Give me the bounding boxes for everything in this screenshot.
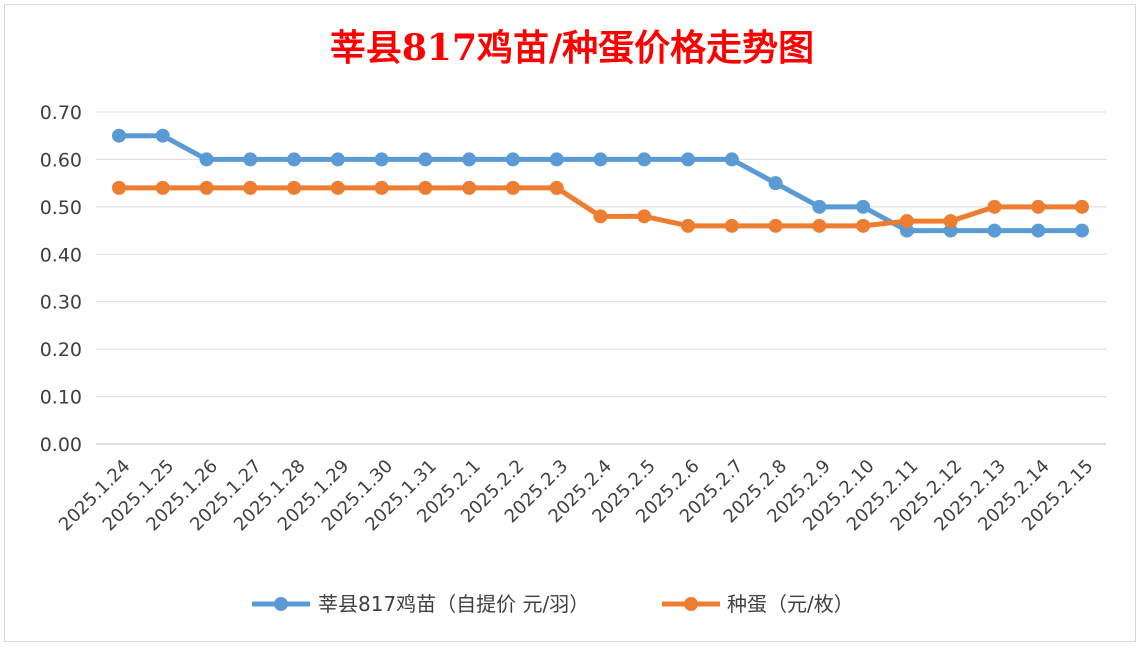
- legend-item-egg: 种蛋（元/枚）: [662, 592, 854, 616]
- data-point: [418, 180, 433, 195]
- data-point: [462, 152, 477, 167]
- data-point: [1075, 199, 1089, 214]
- data-point: [593, 209, 608, 224]
- legend-marker-seedling: [274, 597, 288, 611]
- data-point: [593, 152, 608, 167]
- data-point: [1031, 199, 1046, 214]
- data-point: [287, 180, 302, 195]
- data-point: [462, 180, 477, 195]
- series-1: [112, 128, 1089, 238]
- legend-item-seedling: 莘县817鸡苗（自提价 元/羽）: [252, 592, 589, 616]
- data-point: [505, 180, 520, 195]
- y-tick-label: 0.70: [40, 102, 82, 124]
- data-point: [155, 180, 170, 195]
- y-tick-label: 0.20: [40, 339, 82, 361]
- data-point: [856, 199, 871, 214]
- data-point: [330, 180, 345, 195]
- data-point: [199, 152, 214, 167]
- y-tick-label: 0.10: [40, 387, 82, 409]
- data-point: [418, 152, 433, 167]
- chart-frame: [4, 4, 1136, 642]
- data-point: [374, 152, 389, 167]
- data-point: [943, 214, 958, 229]
- data-point: [812, 199, 827, 214]
- data-point: [768, 176, 783, 191]
- y-axis-ticks: 0.00 0.10 0.20 0.30 0.40 0.50 0.60 0.70: [40, 102, 82, 456]
- data-point: [724, 152, 739, 167]
- data-point: [505, 152, 520, 167]
- legend-marker-egg: [684, 597, 698, 611]
- data-point: [112, 128, 126, 143]
- legend-label-egg: 种蛋（元/枚）: [727, 592, 854, 616]
- y-tick-label: 0.50: [40, 197, 82, 219]
- data-point: [637, 152, 652, 167]
- data-point: [330, 152, 345, 167]
- x-axis-ticks: 2025.1.242025.1.252025.1.262025.1.272025…: [55, 456, 1098, 536]
- data-point: [681, 152, 696, 167]
- data-point: [856, 218, 871, 233]
- data-point: [1031, 223, 1046, 238]
- data-point: [374, 180, 389, 195]
- chart-title: 莘县817鸡苗/种蛋价格走势图: [330, 27, 814, 69]
- data-point: [768, 218, 783, 233]
- data-point: [199, 180, 214, 195]
- data-point: [112, 180, 126, 195]
- data-point: [637, 209, 652, 224]
- data-point: [243, 180, 258, 195]
- gridlines: [96, 111, 1106, 445]
- data-point: [1075, 223, 1089, 238]
- legend: 莘县817鸡苗（自提价 元/羽） 种蛋（元/枚）: [252, 592, 854, 616]
- legend-label-seedling: 莘县817鸡苗（自提价 元/羽）: [318, 592, 589, 616]
- series-layer: [112, 128, 1089, 238]
- data-point: [987, 199, 1002, 214]
- series-2: [112, 180, 1089, 233]
- data-point: [155, 128, 170, 143]
- data-point: [287, 152, 302, 167]
- data-point: [549, 152, 564, 167]
- y-tick-label: 0.40: [40, 244, 82, 266]
- y-tick-label: 0.00: [40, 434, 82, 456]
- y-tick-label: 0.30: [40, 292, 82, 314]
- data-point: [681, 218, 696, 233]
- data-point: [812, 218, 827, 233]
- data-point: [987, 223, 1002, 238]
- data-point: [724, 218, 739, 233]
- data-point: [243, 152, 258, 167]
- y-tick-label: 0.60: [40, 149, 82, 171]
- data-point: [549, 180, 564, 195]
- data-point: [899, 214, 914, 229]
